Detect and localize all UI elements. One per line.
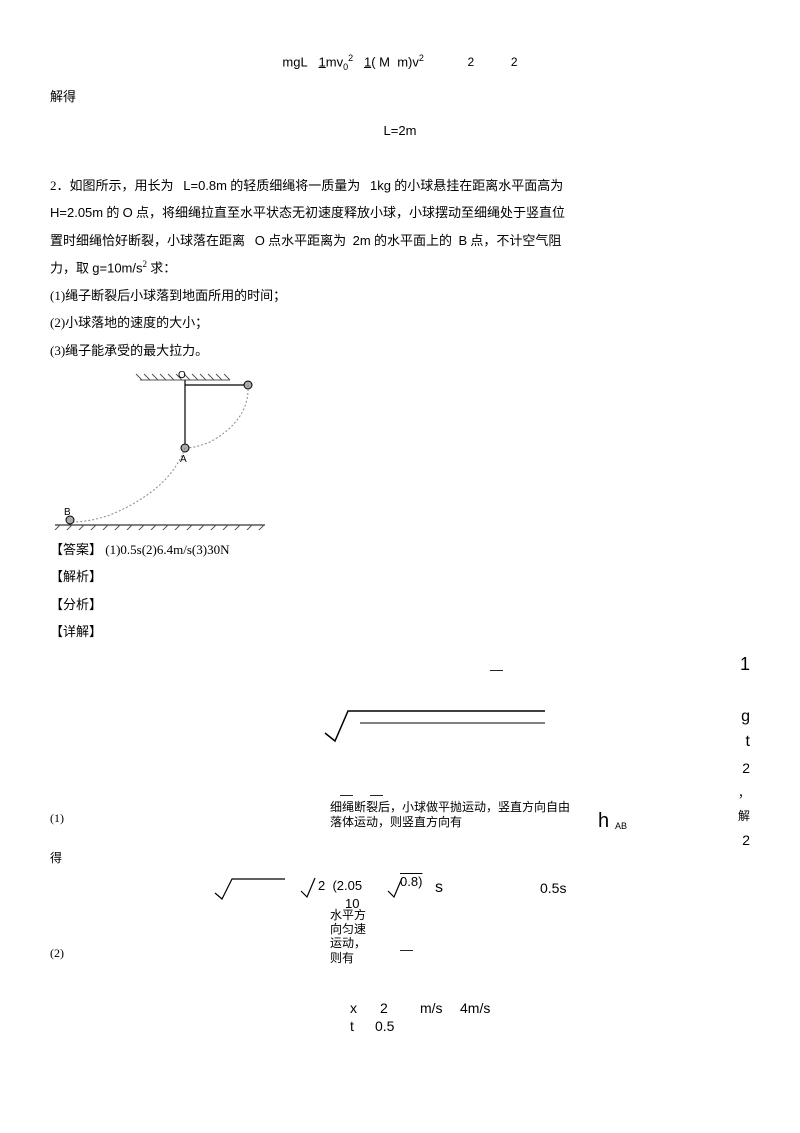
- part1-narrative: 细绳断裂后，小球做平抛运动，竖直方向自由落体运动，则竖直方向有: [330, 800, 580, 831]
- right-1: 1: [740, 648, 750, 680]
- p2-l4a: 力，取: [50, 260, 89, 275]
- xy-valt: 0.5: [375, 1014, 394, 1039]
- problem2-line1: 2．如图所示，用长为 L=0.8m 的轻质细绳将一质量为 1kg 的小球悬挂在距…: [50, 174, 750, 197]
- solved-label: 解得: [50, 85, 750, 108]
- problem2-line4: 力，取 g=10m/s2 求：: [50, 256, 750, 280]
- part2-label: (2): [50, 943, 64, 965]
- svg-text:O: O: [178, 370, 186, 381]
- p2-l3g: 点，不计空气阻: [470, 233, 561, 248]
- p2-Lval: L=0.8m: [183, 178, 227, 193]
- p2-l1b: 的轻质细绳将一质量为: [230, 178, 360, 193]
- jiexi: 【解析】: [50, 565, 750, 588]
- p2-l3c: 点水平距离为: [268, 233, 346, 248]
- p2-l3e: 的水平面上的: [374, 233, 452, 248]
- sqrt-small-1: [210, 873, 290, 903]
- svg-text:A: A: [180, 454, 187, 465]
- svg-text:B: B: [64, 507, 71, 518]
- question-1: (1)绳子断裂后小球落到地面所用的时间；: [50, 284, 750, 307]
- right-2b: 2: [742, 828, 750, 853]
- p2-mass: 1kg: [370, 178, 391, 193]
- L-result-text: L=2m: [384, 123, 417, 138]
- right-jie: 解: [738, 806, 750, 828]
- formula-line2: 2 2: [428, 52, 518, 74]
- formula-line1: mgL 1mv02 1( M m)v2: [282, 50, 423, 75]
- AB-sub: AB: [615, 818, 627, 834]
- sqrt-icon: [320, 703, 550, 743]
- right-comma: ，: [738, 783, 750, 805]
- p2-l3a: 置时细绳恰好断裂，小球落在距离: [50, 233, 245, 248]
- p2-O: O: [123, 205, 133, 220]
- tf-s: s: [435, 874, 443, 903]
- xy-result: 4m/s: [460, 996, 490, 1021]
- xiangjie: 【详解】: [50, 620, 750, 643]
- p2-H: H=2.05m: [50, 205, 103, 220]
- p2-2m: 2m: [353, 233, 371, 248]
- xy-unit: m/s: [420, 996, 443, 1021]
- fenxi: 【分析】: [50, 593, 750, 616]
- p2-l2d: 点，将细绳拉直至水平状态无初速度释放小球，小球摆动至细绳处于竖直位: [136, 205, 565, 220]
- xy-t: t: [350, 1014, 354, 1039]
- right-2a: 2: [742, 756, 750, 781]
- tf-inner: 0.8): [400, 870, 422, 893]
- part2-narrative: 水平方向匀速运动，则有: [330, 908, 370, 966]
- p2-g: g=10m/s: [92, 260, 142, 275]
- energy-formula: mgL 1mv02 1( M m)v2 2 2: [50, 50, 750, 75]
- question-3: (3)绳子能承受的最大拉力。: [50, 339, 750, 362]
- tf-result: 0.5s: [540, 876, 566, 901]
- de: 得: [50, 848, 62, 870]
- p2-l2b: 的: [106, 205, 119, 220]
- answer-line: 【答案】 (1)0.5s(2)6.4m/s(3)30N: [50, 538, 750, 561]
- L-result: L=2m: [50, 119, 750, 142]
- p2-l1c: 的小球悬挂在距离水平面高为: [394, 178, 563, 193]
- problem2-line3: 置时细绳恰好断裂，小球落在距离 O 点水平距离为 2m 的水平面上的 B 点，不…: [50, 229, 750, 252]
- h-symbol: h: [598, 803, 609, 839]
- right-t: t: [746, 728, 750, 757]
- part2-area: (2) 水平方向匀速运动，则有 — x 2 m/s 4m/s t 0.5: [50, 908, 750, 1038]
- p2-B: B: [458, 233, 467, 248]
- question-2: (2)小球落地的速度的大小；: [50, 311, 750, 334]
- pendulum-diagram: O A B: [50, 370, 270, 530]
- part1-area: 1 — g t 2 — — ， (1) 细绳断裂后，小球做平抛运动，竖直方向自由…: [50, 648, 750, 908]
- part1-label: (1): [50, 808, 64, 830]
- problem2-line2: H=2.05m 的 O 点，将细绳拉直至水平状态无初速度释放小球，小球摆动至细绳…: [50, 201, 750, 224]
- p2-l1a: 2．如图所示，用长为: [50, 178, 174, 193]
- p2-l4c: 求：: [150, 260, 176, 275]
- p2-O2: O: [255, 233, 265, 248]
